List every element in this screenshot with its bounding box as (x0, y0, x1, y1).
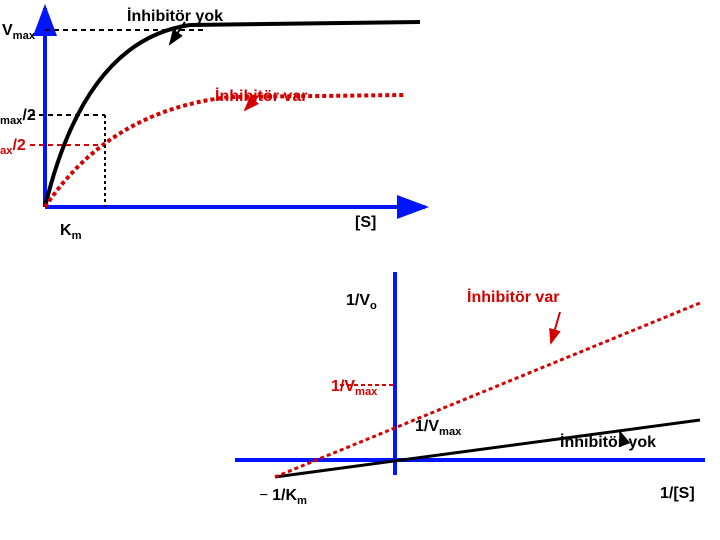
arrow-inhib-2 (551, 312, 560, 343)
km-label: Km (60, 222, 82, 242)
curve-no-inhibitor (45, 22, 420, 207)
neg-one-over-km-label: − 1/Km (259, 487, 307, 507)
one-over-vmax-left-label: 1/Vmax (331, 378, 377, 398)
vmax-half-label-black: max/2 (0, 107, 36, 127)
inhibitor-label-2: İnhibitör var (467, 289, 559, 307)
inhibitor-label-1: İnhibitör var (215, 88, 307, 106)
no-inhibitor-label-1: İnhibitör yok (127, 8, 223, 26)
vmax-half-label-red: ax/2 (0, 137, 26, 157)
s-axis-label: [S] (355, 214, 376, 232)
one-over-v0-label: 1/Vo (346, 292, 377, 312)
curve-inhibitor (45, 95, 405, 207)
no-inhibitor-label-2: İnhibitör yok (560, 434, 656, 452)
vmax-label: Vmax (2, 22, 35, 42)
one-over-vmax-right-label: 1/Vmax (415, 418, 461, 438)
one-over-s-label: 1/[S] (660, 485, 695, 503)
